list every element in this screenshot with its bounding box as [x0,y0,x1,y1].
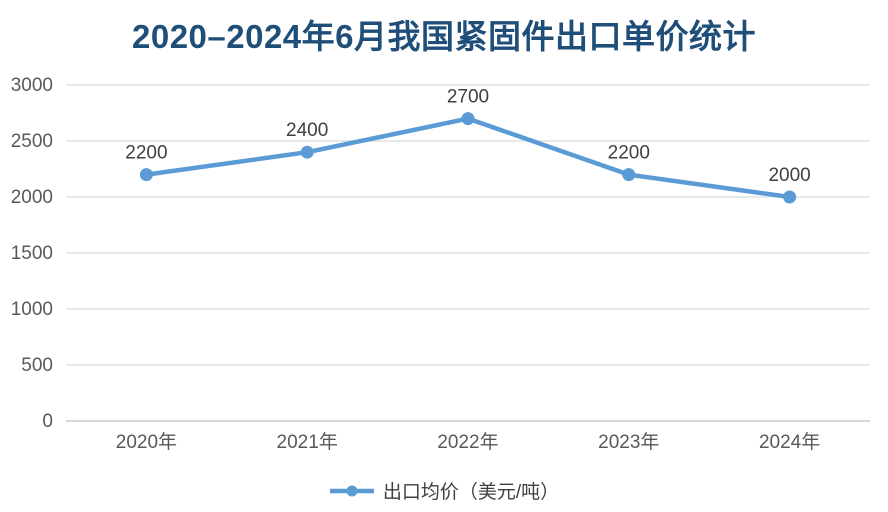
data-label: 2000 [768,165,810,186]
y-axis-tick-label: 3000 [11,75,53,96]
x-axis-tick-label: 2021年 [277,431,338,453]
data-label: 2200 [608,143,650,164]
y-axis-tick-label: 2000 [11,187,53,208]
series-line [144,116,792,200]
data-point-marker [622,168,636,182]
y-axis-tick-label: 500 [21,355,53,376]
y-axis-tick-label: 2500 [11,131,53,152]
y-axis-tick-label: 1000 [11,299,53,320]
chart-title: 2020–2024年6月我国紧固件出口单价统计 [131,18,757,55]
data-point-marker [461,112,475,126]
legend-label: 出口均价（美元/吨） [382,482,560,503]
x-axis-tick-label: 2023年 [598,431,659,453]
data-label: 2200 [125,143,167,164]
y-axis-tick-label: 1500 [11,243,53,264]
x-axis-tick-label: 2024年 [759,431,820,453]
y-axis-tick-label: 0 [42,411,53,432]
x-axis-tick-label: 2022年 [437,431,498,453]
data-point-marker [139,168,153,182]
data-point-marker [783,190,797,204]
legend-line-marker-icon [329,485,374,496]
data-point-marker [300,145,314,159]
data-label: 2400 [286,120,328,141]
x-axis-tick-label: 2020年 [116,431,177,453]
data-label: 2700 [447,87,489,108]
legend: 出口均价（美元/吨） [0,477,888,504]
